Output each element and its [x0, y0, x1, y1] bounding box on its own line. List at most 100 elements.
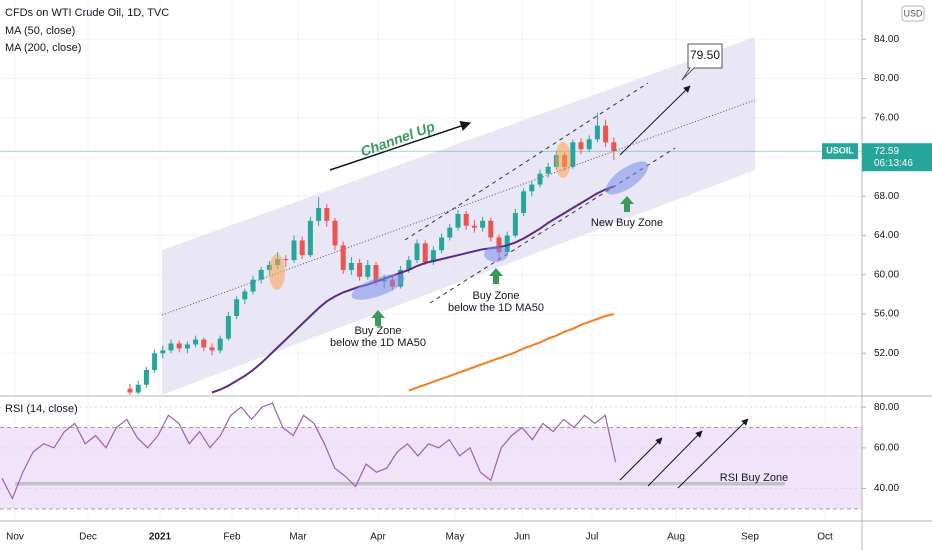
currency-box[interactable]	[901, 5, 925, 22]
legend-entry: MA (50, close)	[5, 25, 75, 37]
inner-top	[404, 82, 649, 241]
x-tick-label: Sep	[741, 532, 759, 543]
candle-body	[176, 343, 182, 349]
callout	[681, 43, 723, 81]
projection-arrow	[619, 85, 691, 156]
y-tick-label: 64.00	[874, 230, 899, 241]
candle-body	[143, 369, 149, 385]
candle-body	[135, 384, 141, 393]
annotation: Buy Zone	[354, 325, 401, 337]
candle-body	[521, 191, 527, 213]
price-label: 72.59	[874, 146, 899, 157]
rsi-band	[0, 427, 862, 509]
y-tick-label: 84.00	[874, 34, 899, 45]
candle-body	[184, 344, 190, 349]
rsi-arrow	[619, 437, 663, 481]
candle-body	[365, 264, 371, 277]
annotation: New Buy Zone	[591, 217, 663, 229]
x-tick-label: Nov	[6, 532, 24, 543]
axes: Nov Dec 2021 Feb Mar Apr May Jun Jul Aug Sep Oct 52.…	[6, 34, 932, 543]
x-tick-label: Aug	[667, 532, 685, 543]
up-arrow	[371, 310, 385, 326]
candle-body	[537, 173, 543, 185]
candle-body	[578, 142, 584, 150]
y-tick-label: 80.00	[874, 73, 899, 84]
candle-body	[504, 235, 510, 253]
candle-body	[127, 388, 133, 393]
price-tag	[862, 143, 932, 172]
candle-body	[570, 142, 576, 167]
candle-body	[586, 139, 592, 150]
candle-body	[496, 237, 502, 253]
x-tick-label: Mar	[289, 532, 307, 543]
candle-body	[152, 353, 158, 370]
top-ellipse	[555, 142, 571, 178]
annotation: below the 1D MA50	[330, 337, 426, 349]
x-tick-label: Feb	[223, 532, 241, 543]
annotation: Buy Zone	[472, 290, 519, 302]
y-tick-label: 80.00	[874, 402, 899, 413]
y-tick-label: 52.00	[874, 348, 899, 359]
symbol-label: USOIL	[826, 146, 854, 156]
main-plot	[0, 112, 862, 395]
candle-body	[447, 227, 453, 238]
y-tick-label: 56.00	[874, 309, 899, 320]
top-ellipse	[269, 254, 285, 290]
candle-body	[234, 299, 240, 316]
candle-body	[225, 316, 231, 339]
up-arrow	[489, 268, 503, 284]
candle-body	[529, 184, 535, 192]
y-tick-label: 60.00	[874, 442, 899, 453]
buy-ellipse	[351, 274, 405, 300]
candle-body	[201, 339, 207, 348]
candle-body	[316, 208, 322, 221]
rsi-arrow	[677, 418, 749, 489]
x-tick-label: May	[446, 532, 465, 543]
buy-ellipse	[484, 246, 508, 262]
candle-body	[439, 237, 445, 251]
candle-body	[348, 263, 354, 270]
annotation: RSI Buy Zone	[720, 472, 788, 484]
candle-body	[258, 269, 264, 280]
x-tick-label: Oct	[817, 532, 833, 543]
y-tick-label: 60.00	[874, 269, 899, 280]
candle-body	[373, 264, 379, 282]
rsi-arrow	[647, 430, 703, 487]
legend-entry: MA (200, close)	[5, 42, 81, 54]
candle-body	[332, 220, 338, 246]
up-arrow	[620, 196, 634, 212]
candle-body	[414, 243, 420, 261]
candle-body	[193, 339, 199, 345]
chart-title: CFDs on WTI Crude Oil, 1D, TVC	[5, 7, 169, 19]
candle-body	[422, 243, 428, 263]
line	[1, 402, 617, 501]
candle-body	[209, 347, 215, 351]
rsi-buy-zone	[15, 481, 785, 486]
x-tick-label: Jul	[586, 532, 599, 543]
candle-body	[406, 260, 412, 270]
x-tick-label: Apr	[370, 532, 386, 543]
candle-body	[242, 291, 248, 300]
candle-body	[471, 225, 477, 228]
rsi-plot	[0, 402, 862, 510]
trend-arrow	[329, 121, 471, 171]
candle-body	[603, 125, 609, 143]
y-tick-label: 68.00	[874, 191, 899, 202]
candle-body	[455, 213, 461, 228]
candle-body	[291, 240, 297, 261]
candle-body	[430, 250, 436, 263]
symbol-tag	[822, 143, 858, 160]
candle-body	[512, 212, 518, 236]
candle-body	[283, 259, 289, 261]
candle-body	[168, 343, 174, 351]
candle-body	[340, 245, 346, 270]
candle-body	[250, 279, 256, 292]
annotation: below the 1D MA50	[448, 302, 544, 314]
rsi-title: RSI (14, close)	[5, 403, 78, 415]
countdown: 06:13:46	[874, 158, 913, 169]
candle-body	[160, 350, 166, 354]
candle-body	[357, 263, 363, 277]
candle-body	[480, 220, 486, 228]
candle-body	[545, 166, 551, 174]
